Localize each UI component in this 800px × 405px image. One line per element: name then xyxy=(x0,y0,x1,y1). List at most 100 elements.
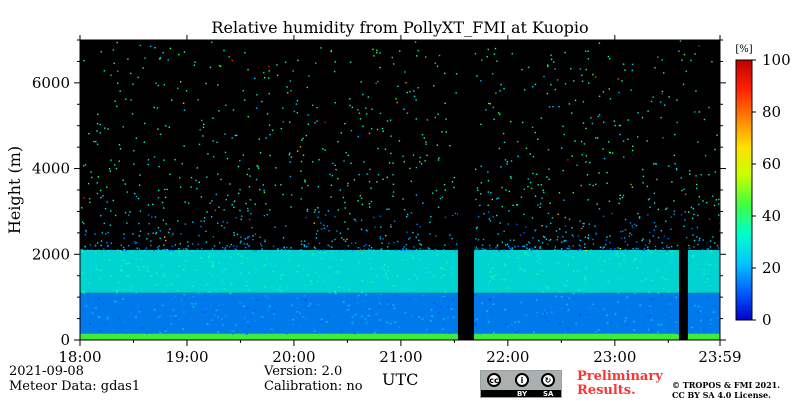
rh-speckle xyxy=(421,259,424,262)
rh-speckle xyxy=(682,83,685,86)
rh-speckle xyxy=(235,249,238,251)
rh-speckle xyxy=(162,249,164,251)
rh-speckle xyxy=(269,263,272,265)
rh-speckle xyxy=(661,242,663,244)
rh-speckle xyxy=(210,260,213,263)
rh-speckle xyxy=(182,102,185,104)
rh-speckle xyxy=(425,56,427,58)
rh-speckle xyxy=(303,244,305,246)
rh-speckle xyxy=(435,303,438,306)
rh-speckle xyxy=(487,321,490,323)
rh-speckle xyxy=(523,213,525,216)
rh-speckle xyxy=(488,298,491,300)
rh-speckle xyxy=(284,61,287,63)
rh-speckle xyxy=(525,314,528,316)
rh-speckle xyxy=(562,169,564,172)
rh-speckle xyxy=(684,193,687,195)
rh-speckle xyxy=(228,325,231,328)
rh-speckle xyxy=(559,249,561,252)
rh-speckle xyxy=(548,249,550,252)
rh-speckle xyxy=(637,112,639,114)
rh-speckle xyxy=(98,298,101,300)
rh-speckle xyxy=(107,245,109,247)
rh-speckle xyxy=(475,280,478,283)
rh-speckle xyxy=(106,317,109,320)
rh-speckle xyxy=(232,109,235,111)
rh-speckle xyxy=(242,90,244,92)
rh-speckle xyxy=(361,305,364,308)
rh-speckle xyxy=(544,309,547,312)
rh-speckle xyxy=(158,165,160,168)
rh-speckle xyxy=(107,128,109,130)
rh-speckle xyxy=(589,252,592,254)
rh-speckle xyxy=(694,261,697,264)
rh-speckle xyxy=(698,203,700,206)
rh-speckle xyxy=(702,330,705,332)
rh-speckle xyxy=(184,247,187,250)
rh-speckle xyxy=(174,158,176,161)
rh-speckle xyxy=(145,251,148,254)
rh-speckle xyxy=(397,240,399,243)
rh-speckle xyxy=(345,152,347,154)
rh-speckle xyxy=(481,247,483,250)
rh-speckle xyxy=(210,293,213,296)
rh-speckle xyxy=(331,246,333,248)
rh-speckle xyxy=(487,204,489,206)
rh-speckle xyxy=(636,267,639,269)
rh-speckle xyxy=(600,270,603,272)
rh-speckle xyxy=(449,234,451,236)
rh-speckle xyxy=(452,214,454,217)
rh-speckle xyxy=(138,299,141,302)
rh-speckle xyxy=(321,249,323,252)
rh-speckle xyxy=(333,290,336,293)
rh-speckle xyxy=(444,244,446,246)
rh-speckle xyxy=(479,204,481,207)
rh-speckle xyxy=(539,203,542,205)
rh-speckle xyxy=(657,208,659,211)
rh-speckle xyxy=(338,249,340,252)
rh-speckle xyxy=(334,276,337,278)
rh-speckle xyxy=(122,259,125,262)
rh-speckle xyxy=(255,107,258,109)
rh-speckle xyxy=(606,322,609,324)
rh-speckle xyxy=(223,209,225,211)
rh-speckle xyxy=(665,208,667,210)
rh-speckle xyxy=(693,246,695,248)
rh-speckle xyxy=(430,309,433,311)
rh-speckle xyxy=(366,230,368,232)
rh-speckle xyxy=(692,234,694,236)
rh-speckle xyxy=(487,263,490,266)
rh-speckle xyxy=(647,198,650,201)
rh-speckle xyxy=(328,230,330,232)
rh-speckle xyxy=(117,317,120,320)
rh-speckle xyxy=(151,216,153,218)
rh-speckle xyxy=(572,270,575,273)
rh-speckle xyxy=(652,235,654,237)
rh-speckle xyxy=(703,273,706,275)
rh-speckle xyxy=(494,47,497,50)
rh-speckle xyxy=(99,123,102,126)
rh-speckle xyxy=(560,296,563,298)
rh-speckle xyxy=(85,305,88,307)
rh-speckle xyxy=(635,247,638,250)
rh-speckle xyxy=(541,270,544,272)
rh-speckle xyxy=(265,313,268,316)
rh-speckle xyxy=(550,306,553,308)
rh-speckle xyxy=(392,162,394,164)
rh-speckle xyxy=(316,120,318,122)
rh-speckle xyxy=(315,237,318,239)
rh-speckle xyxy=(546,288,549,290)
rh-speckle xyxy=(657,56,659,58)
rh-speckle xyxy=(342,196,345,199)
rh-speckle xyxy=(301,187,303,189)
rh-speckle xyxy=(368,323,371,325)
rh-speckle xyxy=(205,230,207,233)
rh-speckle xyxy=(357,135,360,138)
rh-speckle xyxy=(222,303,225,305)
rh-speckle xyxy=(245,333,248,335)
rh-speckle xyxy=(711,61,713,63)
rh-speckle xyxy=(437,159,440,161)
rh-speckle xyxy=(144,249,146,251)
rh-speckle xyxy=(345,304,348,307)
rh-speckle xyxy=(584,50,587,52)
